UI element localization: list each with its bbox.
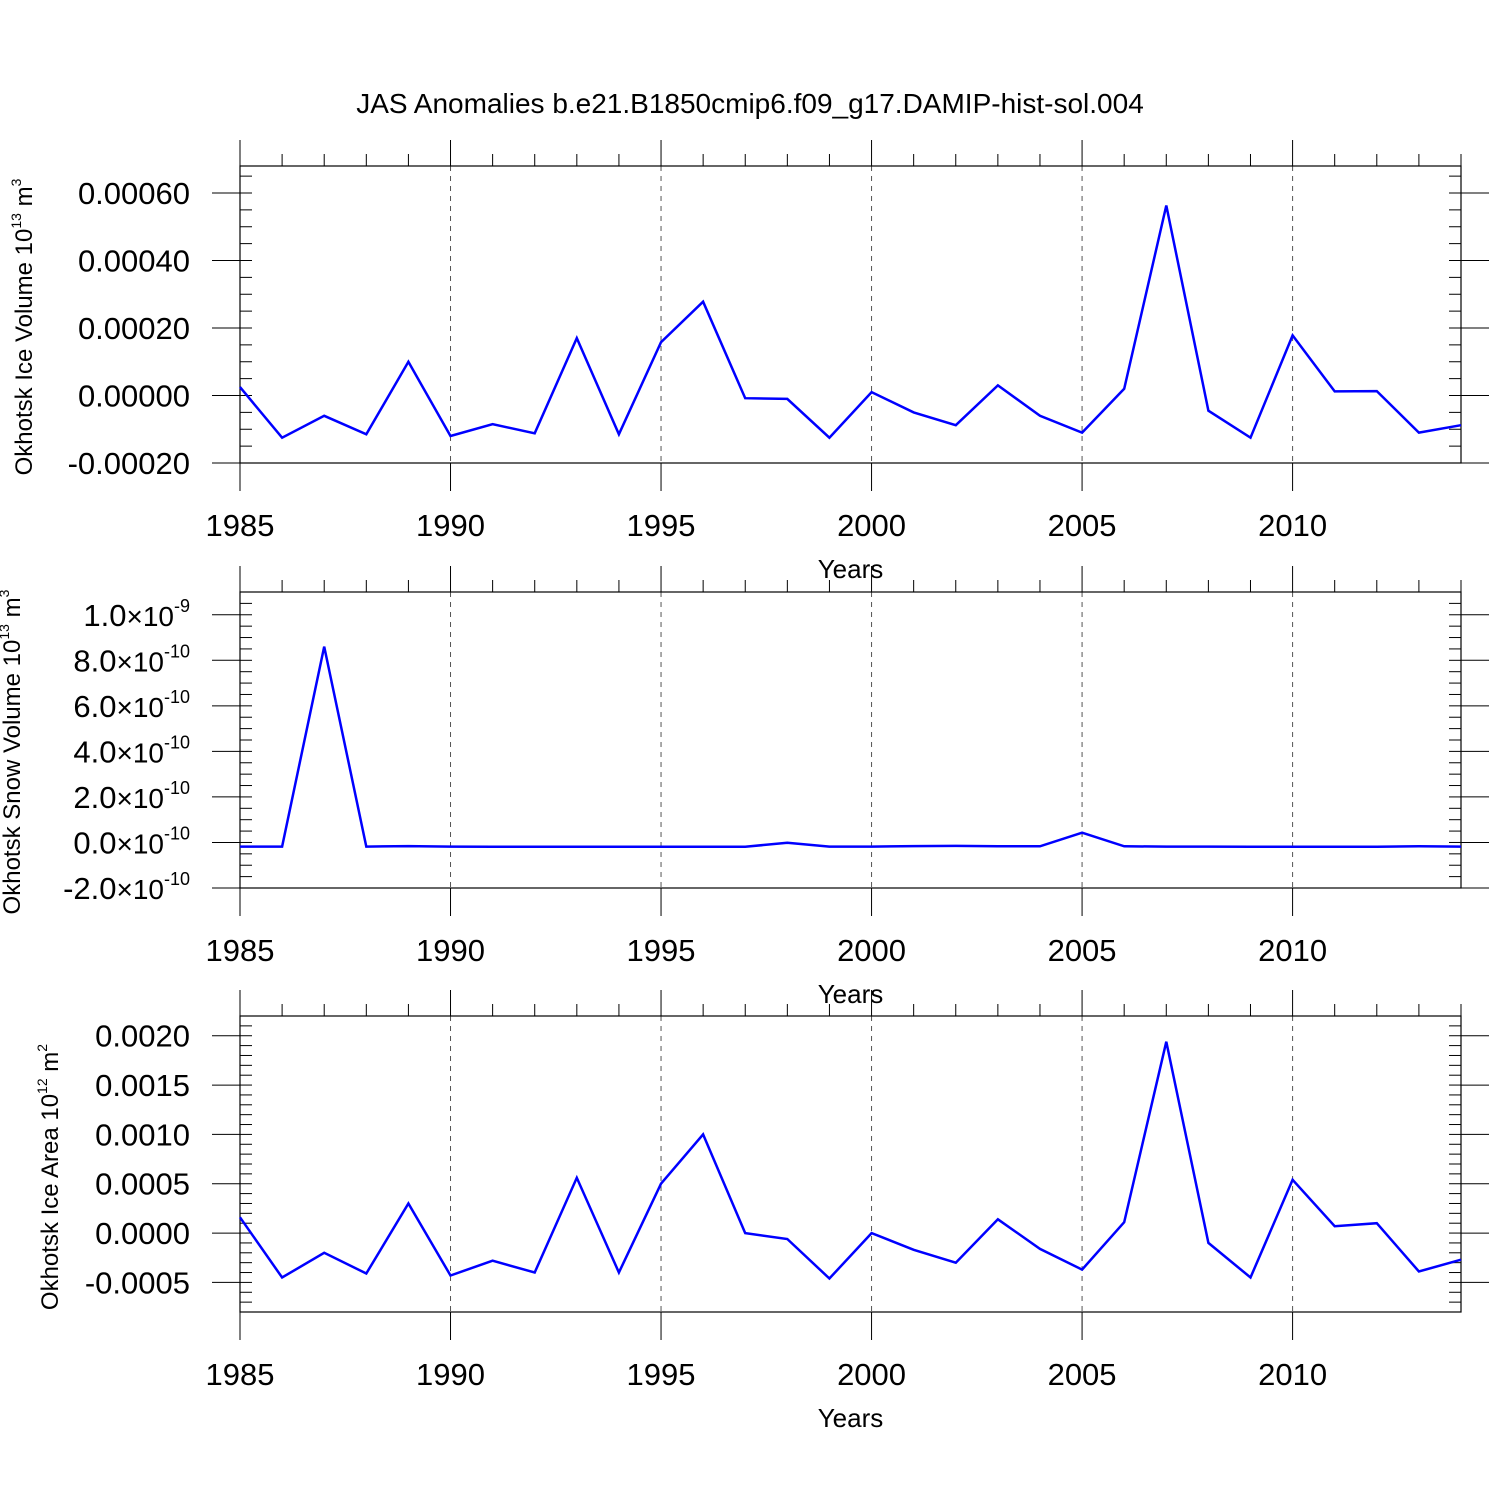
y-tick-label: -2.0×10-10: [63, 869, 190, 906]
y-tick-label: 4.0×10-10: [73, 732, 190, 769]
plot-frame: [239, 591, 1462, 889]
snow-volume-panel: 1985 1990 1995 2000 2005 2010 Years -2.0×10-10 0…: [0, 566, 1489, 1009]
x-tick-label: 1985: [206, 508, 275, 543]
x-axis-label: Years: [818, 554, 884, 584]
y-tick-label: 1.0×10-9: [83, 596, 190, 633]
x-tick-label: 1995: [627, 508, 696, 543]
x-tick-label: 2005: [1048, 933, 1117, 968]
y-tick-label: 0.00040: [78, 244, 190, 279]
x-tick-label: 2010: [1258, 508, 1327, 543]
ice-volume-panel: 1985 1990 1995 2000 2005 2010 Years -0.00020 0.0…: [8, 140, 1489, 584]
ice-area-panel: 1985 1990 1995 2000 2005 2010 Years -0.0005 0.00…: [34, 990, 1489, 1433]
x-tick-label: 1985: [206, 1357, 275, 1392]
series-line: [240, 646, 1462, 849]
plot-frame: [239, 1015, 1462, 1313]
y-tick-label: -0.00020: [68, 446, 190, 481]
y-tick-label: -0.0005: [85, 1265, 190, 1300]
y-tick-label: 0.0015: [95, 1068, 190, 1103]
x-tick-label: 1990: [416, 933, 485, 968]
y-tick-label: 0.00060: [78, 176, 190, 211]
x-tick-label: 1990: [416, 508, 485, 543]
x-axis-label: Years: [818, 979, 884, 1009]
series-line: [239, 205, 1462, 440]
x-tick-label: 1995: [627, 1357, 696, 1392]
y-tick-label: 6.0×10-10: [73, 687, 190, 724]
y-tick-label: 2.0×10-10: [73, 778, 190, 815]
x-tick-label: 1995: [627, 933, 696, 968]
figure-title: JAS Anomalies b.e21.B1850cmip6.f09_g17.D…: [356, 88, 1144, 119]
y-tick-label: 0.0020: [95, 1019, 190, 1054]
x-axis-label: Years: [818, 1403, 884, 1433]
x-tick-label: 2010: [1258, 933, 1327, 968]
x-tick-label: 1990: [416, 1357, 485, 1392]
x-tick-label: 2005: [1048, 1357, 1117, 1392]
y-axis-label: Okhotsk Ice Area 1012 m2: [34, 1044, 64, 1310]
y-tick-label: 0.0000: [95, 1216, 190, 1251]
y-tick-label: 0.0×10-10: [73, 823, 190, 860]
y-tick-label: 0.00020: [78, 311, 190, 346]
series-line: [238, 1041, 1462, 1281]
x-tick-label: 1985: [206, 933, 275, 968]
x-tick-label: 2000: [837, 933, 906, 968]
y-tick-label: 0.0010: [95, 1117, 190, 1152]
x-tick-label: 2000: [837, 1357, 906, 1392]
y-tick-label: 8.0×10-10: [73, 641, 190, 678]
y-axis-label: Okhotsk Ice Volume 1013 m3: [8, 178, 38, 475]
y-axis-label: Okhotsk Snow Volume 1013 m3: [0, 589, 26, 914]
plot-frame: [239, 165, 1462, 464]
x-tick-label: 2010: [1258, 1357, 1327, 1392]
x-tick-label: 2005: [1048, 508, 1117, 543]
y-tick-label: 0.00000: [78, 379, 190, 414]
y-tick-label: 0.0005: [95, 1167, 190, 1202]
x-tick-label: 2000: [837, 508, 906, 543]
